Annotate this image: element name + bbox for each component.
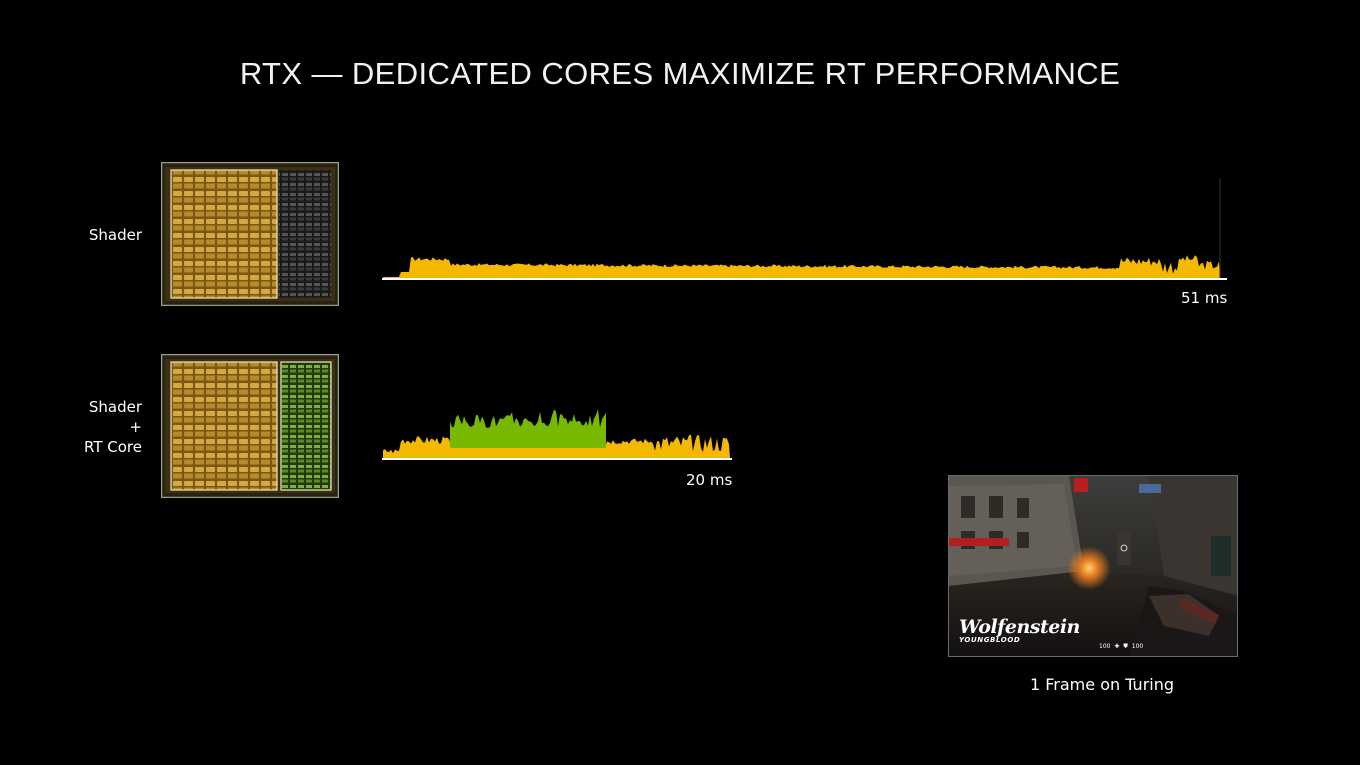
game-logo: Wolfenstein YOUNGBLOOD [959,616,1080,644]
shader-workload-area [383,255,1220,278]
gpu-die-shader-icon [161,162,339,306]
hud-armor-icon: ⛊ [1123,643,1128,650]
game-logo-title: Wolfenstein [959,616,1080,638]
game-hud: 100 ✚ ⛊ 100 [1099,643,1145,651]
game-frame-screenshot: Wolfenstein YOUNGBLOOD 100 ✚ ⛊ 100 [948,475,1238,657]
row-label-line: Shader [88,398,142,416]
hud-armor-value: 100 [1131,643,1144,650]
row-label-line: RT Core [84,438,142,456]
row-label-line: Shader [88,226,142,244]
hud-health-icon: ✚ [1114,643,1120,650]
frame-time-graph-shader-rt-core [382,409,732,460]
frame-time-graph-shader [382,178,1227,280]
row-label-shader-rt-core: Shader + RT Core [84,397,142,457]
frame-time-label-shader-rt-core: 20 ms [686,471,733,489]
screenshot-caption: 1 Frame on Turing [1029,675,1175,694]
row-label-line: + [129,418,142,436]
game-logo-subtitle: YOUNGBLOOD [959,636,1021,644]
frame-time-label-shader: 51 ms [1181,289,1228,307]
rt-core-workload-area [450,409,606,448]
gpu-die-rt-core-icon [161,354,339,498]
slide-title: RTX — DEDICATED CORES MAXIMIZE RT PERFOR… [239,56,1121,91]
row-label-shader: Shader [89,225,142,245]
hud-health-value: 100 [1099,643,1111,650]
